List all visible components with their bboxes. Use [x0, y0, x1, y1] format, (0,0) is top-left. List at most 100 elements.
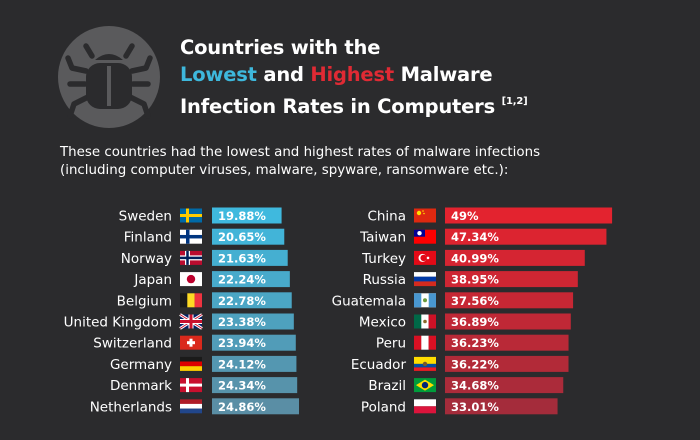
value-label: 36.22%: [451, 357, 499, 371]
country-label: Germany: [110, 357, 172, 373]
lowest-row: Sweden 19.88%: [119, 207, 282, 225]
country-label: Sweden: [119, 209, 172, 225]
country-label: Japan: [133, 272, 172, 288]
lowest-row: Netherlands 24.86%: [90, 398, 300, 415]
value-label: 24.86%: [218, 400, 266, 414]
bar: [445, 355, 569, 372]
title-line-3: Infection Rates in Computers [1,2]: [180, 88, 528, 120]
flag-part: [428, 335, 436, 350]
bar: [445, 292, 574, 309]
highest-bar-group: China 49% Taiwan 47.34% Turkey 40.99% Russia 38…: [332, 207, 613, 415]
flag-part: [180, 399, 202, 404]
china-flag-icon: [414, 208, 436, 223]
flag-part: [180, 361, 202, 367]
bar: [212, 249, 288, 266]
value-label: 23.38%: [218, 315, 266, 329]
bar: [212, 377, 298, 394]
japan-flag-icon: [180, 272, 202, 287]
netherlands-flag-icon: [180, 399, 202, 414]
lowest-row: Japan 22.24%: [133, 271, 290, 288]
highest-row: Poland 33.01%: [361, 398, 558, 415]
title-reference: [1,2]: [501, 96, 528, 107]
country-label: China: [367, 209, 406, 225]
bar: [445, 207, 613, 224]
flag-part: [420, 254, 427, 262]
denmark-flag-icon: [180, 378, 202, 393]
flag-part: [180, 293, 188, 308]
value-label: 33.01%: [451, 400, 499, 414]
bar: [212, 398, 300, 415]
country-label: Switzerland: [93, 336, 172, 352]
title-malware: Malware: [400, 63, 493, 86]
highest-row: Ecuador 36.22%: [351, 355, 569, 373]
lowest-row: Switzerland 23.94%: [93, 334, 296, 352]
lowest-row: Germany 24.12%: [110, 355, 297, 373]
brazil-flag-icon: [414, 378, 436, 393]
country-label: Turkey: [361, 251, 406, 267]
flag-part: [180, 383, 202, 387]
value-label: 47.34%: [451, 230, 499, 244]
highest-row: Peru 36.23%: [376, 334, 569, 352]
flag-part: [422, 210, 424, 212]
sweden-flag-icon: [180, 208, 202, 223]
bar: [212, 292, 292, 309]
country-label: Norway: [121, 251, 172, 267]
lowest-row: Denmark 24.34%: [110, 377, 298, 394]
title-and: and: [263, 63, 304, 86]
flag-part: [414, 293, 422, 308]
title-line-1: Countries with the: [180, 36, 381, 59]
country-label: Poland: [361, 399, 406, 415]
title-line-2: Lowest and Highest Malware: [180, 61, 527, 88]
mexico-flag-icon: [414, 314, 436, 329]
highest-row: China 49%: [367, 207, 613, 225]
bar: [212, 207, 282, 224]
highest-row: Brazil 34.68%: [368, 377, 564, 394]
flag-part: [423, 298, 427, 303]
bar: [445, 271, 578, 288]
bar: [212, 228, 285, 245]
flag-part: [414, 281, 436, 287]
highest-row: Russia 38.95%: [363, 271, 578, 288]
country-label: Belgium: [117, 293, 172, 309]
bar: [445, 249, 585, 266]
title-highest: Highest: [310, 63, 394, 86]
highest-row: Turkey 40.99%: [361, 249, 585, 267]
flag-part: [414, 335, 422, 350]
flag-part: [422, 361, 428, 367]
flag-part: [180, 256, 202, 260]
country-label: Brazil: [368, 378, 406, 394]
finland-flag-icon: [180, 229, 202, 244]
country-label: United Kingdom: [64, 315, 172, 331]
highest-row: Mexico 36.89%: [359, 313, 571, 331]
value-label: 22.24%: [218, 273, 266, 287]
belgium-flag-icon: [180, 293, 202, 308]
country-label: Guatemala: [332, 293, 406, 309]
subtitle-line-1: These countries had the lowest and highe…: [60, 145, 541, 160]
turkey-flag-icon: [414, 250, 436, 265]
bar: [445, 228, 607, 245]
germany-flag-icon: [180, 356, 202, 371]
flag-part: [194, 293, 202, 308]
flag-part: [414, 272, 436, 277]
russia-flag-icon: [414, 272, 436, 287]
value-label: 40.99%: [451, 251, 499, 265]
value-label: 36.89%: [451, 315, 499, 329]
flag-part: [421, 335, 429, 350]
value-label: 34.68%: [451, 379, 499, 393]
subtitle: These countries had the lowest and highe…: [60, 144, 540, 180]
country-label: Netherlands: [90, 399, 172, 415]
value-label: 24.34%: [218, 379, 266, 393]
flag-part: [414, 367, 436, 371]
flag-part: [186, 274, 196, 284]
taiwan-flag-icon: [414, 229, 436, 244]
value-label: 21.63%: [218, 251, 266, 265]
country-label: Peru: [376, 336, 406, 352]
value-label: 24.12%: [218, 357, 266, 371]
country-label: Taiwan: [359, 230, 406, 246]
country-label: Ecuador: [351, 357, 407, 373]
value-label: 19.88%: [218, 209, 266, 223]
flag-part: [180, 214, 202, 217]
bar: [445, 377, 564, 394]
flag-part: [180, 403, 202, 409]
